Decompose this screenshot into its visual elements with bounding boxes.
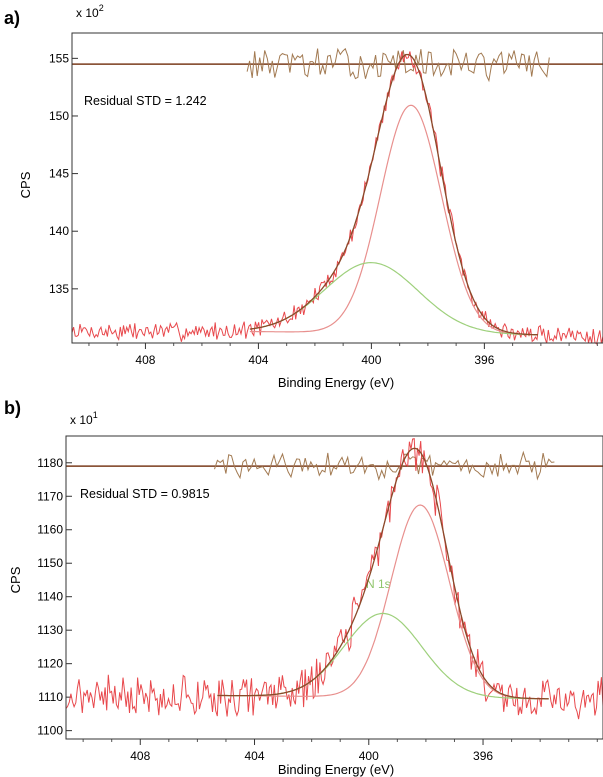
y-tick-label: 1110: [38, 690, 63, 704]
y-tick-label: 1180: [37, 456, 63, 470]
component-peak-1: [249, 104, 538, 336]
y-axis-title: CPS: [8, 566, 23, 593]
x-tick-label: 404: [245, 749, 265, 763]
y-tick-label: 1100: [37, 724, 63, 738]
x-tick-label: 396: [473, 749, 493, 763]
y-tick-label: 1150: [37, 556, 63, 570]
x-tick-label: 408: [135, 353, 155, 367]
y-tick-label: 1140: [37, 590, 63, 604]
raw-spectrum: [71, 51, 603, 345]
panel-a: a) x 102 CPS Binding Energy (eV) Residua…: [4, 3, 603, 390]
x-tick-label: 396: [474, 353, 494, 367]
x-tick-label: 400: [361, 353, 381, 367]
panel-label: a): [4, 8, 20, 28]
y-tick-label: 135: [49, 282, 69, 296]
raw-spectrum: [65, 437, 603, 720]
fit-envelope: [249, 53, 539, 336]
x-axis-title: Binding Energy (eV): [278, 375, 394, 390]
plot-frame: [71, 32, 603, 344]
n1s-peak-label: N 1s: [366, 577, 391, 591]
panel-label: b): [4, 398, 21, 418]
y-tick-label: 1160: [37, 523, 63, 537]
fit-envelope: [217, 447, 549, 700]
y-multiplier: x 102: [76, 3, 104, 20]
y-tick-label: 1120: [37, 657, 63, 671]
residual-std-annotation: Residual STD = 0.9815: [80, 487, 210, 501]
plot-frame: [65, 435, 603, 740]
component-peak-1: [217, 504, 549, 700]
y-tick-label: 145: [49, 167, 69, 181]
y-tick-label: 155: [49, 51, 69, 65]
residual-std-annotation: Residual STD = 1.242: [84, 94, 207, 108]
residual-trace: [246, 47, 550, 83]
x-tick-label: 408: [130, 749, 150, 763]
x-tick-label: 400: [359, 749, 379, 763]
y-tick-label: 140: [49, 224, 69, 238]
residual-trace: [214, 450, 555, 482]
y-axis-title: CPS: [18, 171, 33, 198]
panel-b: b) x 101 CPS Binding Energy (eV) Residua…: [4, 398, 603, 777]
x-axis-title: Binding Energy (eV): [278, 762, 394, 777]
y-tick-label: 150: [49, 109, 69, 123]
x-tick-label: 404: [248, 353, 268, 367]
y-tick-label: 1170: [37, 489, 63, 503]
y-multiplier: x 101: [70, 410, 98, 427]
y-tick-label: 1130: [37, 623, 63, 637]
